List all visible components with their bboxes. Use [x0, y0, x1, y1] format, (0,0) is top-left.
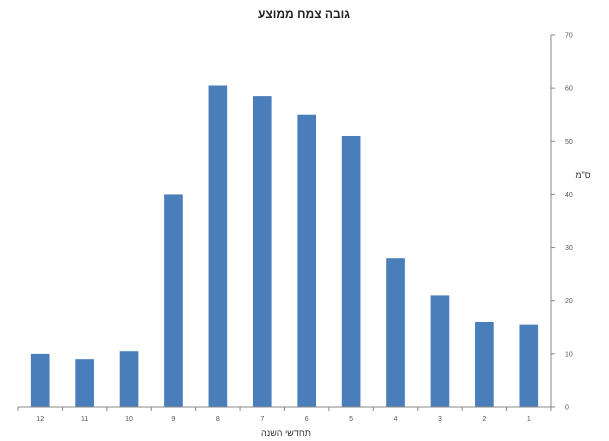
x-tick-label: 11: [81, 416, 88, 423]
y-tick-label: 30: [565, 245, 573, 252]
x-tick-label: 5: [349, 416, 353, 423]
bar-month-8: [208, 85, 228, 408]
y-tick-label: 50: [565, 139, 573, 146]
x-tick-label: 2: [482, 416, 486, 423]
chart-title: גובה צמח ממוצע: [258, 7, 350, 21]
y-axis-label: ס"מ: [575, 170, 590, 180]
bar-month-3: [430, 295, 450, 407]
x-axis-label: תחדשי השנה: [261, 428, 311, 438]
x-tick-label: 9: [172, 416, 176, 423]
x-tick-label: 1: [527, 416, 531, 423]
bar-month-11: [75, 359, 94, 407]
y-axis: 0 10 20 30 40 50 60 70: [550, 33, 573, 412]
x-tick-label: 3: [438, 416, 442, 423]
bar-month-6: [297, 114, 317, 408]
bar-month-1: [519, 324, 539, 407]
bars-group: [30, 85, 539, 408]
y-tick-label: 70: [565, 33, 573, 40]
bar-month-9: [164, 194, 183, 407]
bar-month-7: [252, 96, 272, 408]
bar-month-5: [341, 135, 361, 407]
bar-month-12: [30, 353, 50, 407]
x-tick-label: 10: [125, 416, 133, 423]
bar-month-4: [386, 258, 405, 407]
x-axis: 12 11 10 9 8 7 6 5 4 3 2 1: [17, 406, 552, 423]
y-tick-label: 20: [565, 298, 573, 305]
y-tick-label: 60: [565, 86, 573, 93]
bar-month-10: [119, 351, 139, 407]
x-tick-label: 12: [36, 416, 44, 423]
x-tick-label: 8: [216, 416, 220, 423]
y-tick-label: 0: [565, 405, 569, 412]
bar-month-2: [475, 321, 494, 407]
x-tick-label: 4: [394, 416, 398, 423]
y-tick-label: 10: [565, 351, 573, 358]
y-tick-label: 40: [565, 192, 573, 199]
x-tick-label: 6: [305, 416, 309, 423]
x-tick-label: 7: [260, 416, 264, 423]
